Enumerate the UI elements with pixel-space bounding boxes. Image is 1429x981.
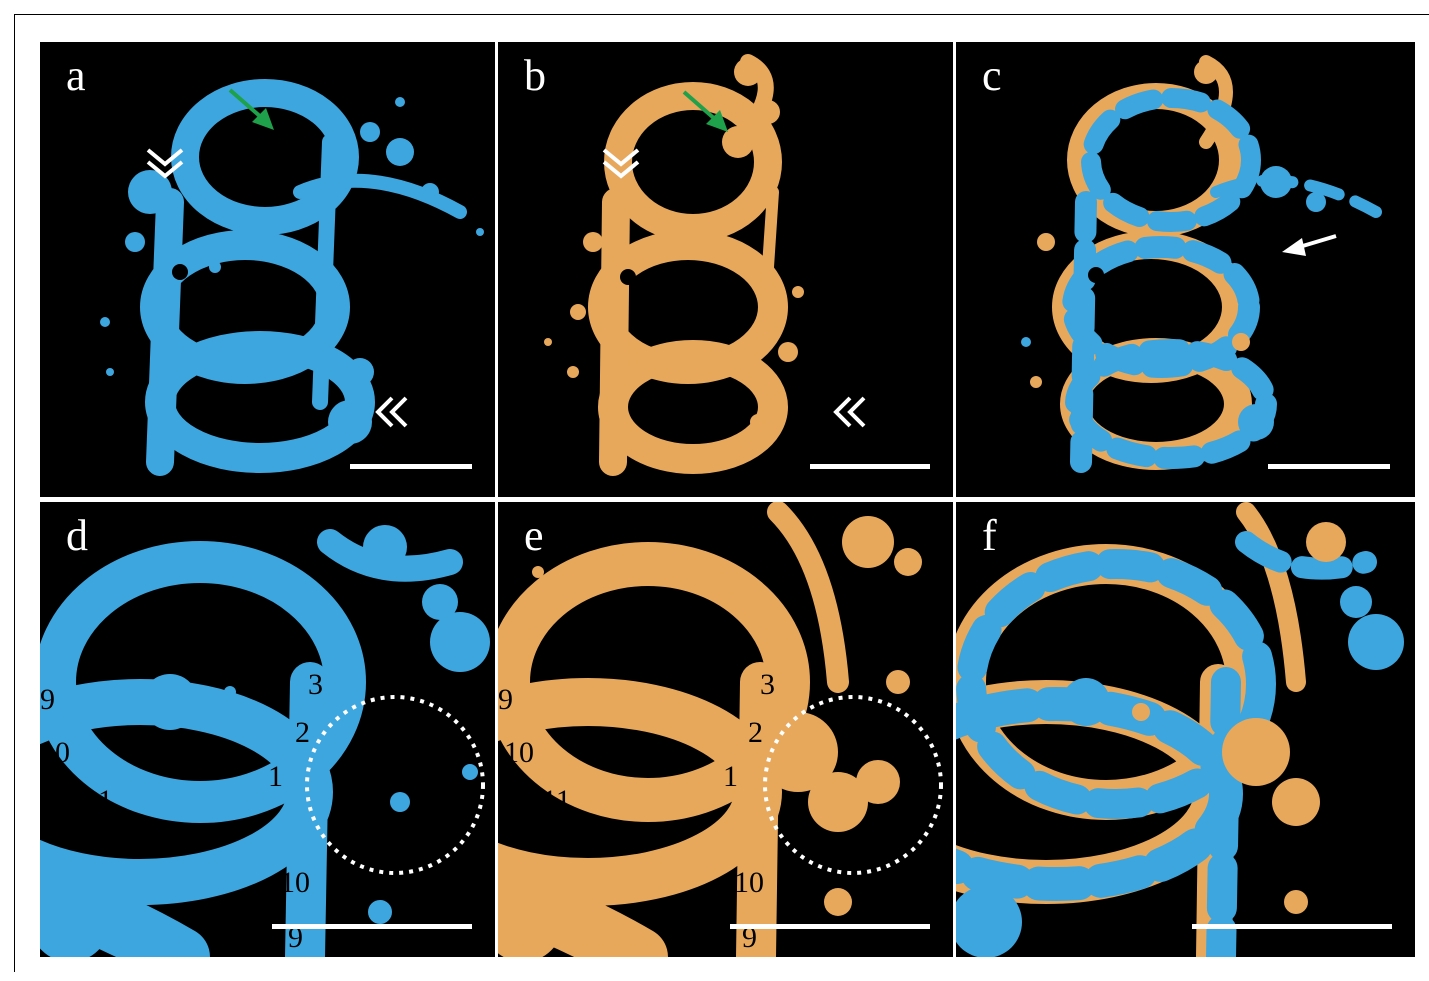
panel-a-rendering: [100, 79, 484, 476]
double-chevron-down-icon: [146, 148, 184, 179]
label-number: 9: [742, 921, 757, 954]
scale-bar: [730, 924, 930, 929]
label-number: 10: [280, 866, 310, 899]
label-number: 3: [308, 668, 323, 701]
panel-a: a: [40, 42, 495, 497]
double-chevron-down-icon: [602, 148, 640, 179]
panel-b-rendering: [544, 54, 930, 476]
white-arrow-icon: [1282, 234, 1337, 256]
panel-d: 4 3 2 1 9 10 11 10 9 d: [40, 502, 495, 957]
label-number: 2: [295, 716, 310, 749]
panel-label: a: [66, 51, 86, 100]
label-number: 11: [542, 784, 571, 817]
dotted-circle: [305, 695, 485, 875]
label-number: 10: [734, 866, 764, 899]
scale-bar: [350, 464, 472, 469]
label-number: 4: [265, 608, 280, 641]
panel-e: 4 3 2 1 9 10 11 10 9 e: [498, 502, 953, 957]
double-chevron-left-icon: [375, 396, 408, 428]
label-number: 4: [718, 608, 733, 641]
number-labels: 4 3 2 1 9 10 11 10 9: [40, 608, 323, 954]
scale-bar: [810, 464, 930, 469]
label-number: 2: [748, 716, 763, 749]
double-chevron-left-icon: [833, 396, 866, 428]
scale-bar: [272, 924, 472, 929]
panel-d-rendering: 4 3 2 1 9 10 11 10 9: [40, 525, 490, 957]
label-number: 9: [498, 683, 513, 716]
label-number: 9: [40, 683, 55, 716]
panel-label: f: [982, 511, 997, 560]
panel-e-rendering: 4 3 2 1 9 10 11 10 9: [498, 502, 943, 957]
green-arrow-icon: [228, 88, 274, 130]
panel-f: f: [956, 502, 1415, 957]
label-number: 1: [268, 760, 283, 793]
label-number: 3: [760, 668, 775, 701]
label-number: 1: [723, 760, 738, 793]
label-number: 10: [40, 736, 70, 769]
label-number: 9: [288, 921, 303, 954]
panel-b: b: [498, 42, 953, 497]
panel-c: c: [956, 42, 1415, 497]
green-arrow-icon: [682, 90, 728, 132]
panel-label: d: [66, 511, 88, 560]
scale-bar: [1268, 464, 1390, 469]
dotted-circle: [763, 695, 943, 875]
panel-label: c: [982, 51, 1002, 100]
number-labels: 4 3 2 1 9 10 11 10 9: [498, 608, 775, 954]
scale-bar: [1192, 924, 1392, 929]
panel-label: b: [524, 51, 546, 100]
panel-f-rendering: [956, 502, 1404, 957]
label-number: 10: [504, 736, 534, 769]
frame-top: [14, 14, 1429, 15]
frame-left: [14, 14, 15, 972]
panel-c-rendering: [1021, 55, 1390, 473]
label-number: 11: [84, 784, 113, 817]
panel-label: e: [524, 511, 544, 560]
